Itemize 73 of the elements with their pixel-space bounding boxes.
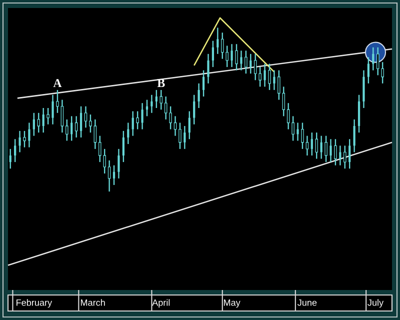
candlestick	[235, 43, 238, 71]
x-tick-label: March	[80, 299, 105, 306]
candlestick	[122, 130, 124, 163]
candlestick	[37, 112, 40, 134]
candlestick	[52, 94, 54, 125]
candlestick	[230, 43, 233, 68]
candlestick	[164, 96, 168, 120]
candlestick	[169, 106, 172, 130]
candlestick	[94, 118, 97, 150]
candlestick	[292, 116, 294, 142]
candlestick	[296, 122, 299, 142]
candlestick	[89, 114, 92, 134]
candlestick	[264, 63, 266, 88]
candlestick	[273, 70, 276, 91]
candlestick	[343, 145, 346, 170]
candlestick	[132, 110, 134, 136]
x-tick-label: February	[16, 299, 52, 308]
candlestick	[150, 94, 153, 114]
candlestick	[108, 160, 111, 192]
x-tick-label: July	[368, 299, 384, 308]
candlestick	[334, 138, 337, 166]
candlestick	[60, 99, 64, 134]
candlestick	[240, 50, 242, 71]
x-tick-label: June	[298, 299, 317, 306]
candlestick	[56, 89, 59, 114]
x-tick-label: May	[224, 299, 240, 308]
x-tick-label: April	[152, 299, 170, 308]
candlestick	[184, 125, 186, 150]
candlestick	[216, 27, 219, 55]
candlestick	[118, 148, 120, 180]
candlestick	[310, 132, 313, 156]
candlestick	[198, 82, 200, 109]
candlestick	[244, 50, 248, 74]
candlestick	[160, 89, 163, 110]
candlestick	[141, 102, 144, 130]
candlestick	[66, 118, 68, 142]
candlestick	[212, 40, 214, 68]
candlestick	[367, 56, 370, 84]
candlestick	[18, 130, 21, 153]
candlestick	[74, 116, 78, 138]
candlestick	[353, 118, 356, 153]
candlestick	[348, 138, 351, 170]
candlestick	[42, 107, 44, 134]
candlestick	[188, 110, 190, 140]
candlestick	[339, 145, 342, 166]
candlestick	[127, 122, 130, 145]
candlestick	[250, 53, 252, 74]
candlestick	[320, 135, 322, 160]
candlestick	[80, 106, 82, 138]
candlestick	[23, 130, 26, 148]
candlestick	[315, 132, 318, 160]
candlestick	[301, 122, 304, 150]
candlestick	[202, 70, 205, 98]
candlestick	[14, 138, 16, 163]
candlestick	[28, 122, 30, 148]
candlestick	[155, 89, 158, 109]
candlestick	[330, 138, 332, 163]
candlestick	[70, 116, 73, 142]
candlestick	[112, 164, 116, 186]
candlestick	[32, 112, 35, 136]
candlestick	[178, 122, 182, 150]
candlestick	[306, 135, 309, 156]
candlestick	[84, 106, 88, 128]
candlestick	[46, 107, 50, 125]
candlestick	[372, 46, 374, 71]
candlestick	[324, 135, 328, 163]
candlestick	[268, 63, 271, 91]
annotation: A	[53, 79, 62, 88]
candlestick	[9, 148, 12, 170]
candlestick	[136, 110, 139, 130]
candlestick	[193, 94, 196, 125]
candlestick	[207, 53, 210, 84]
annotation: B	[157, 79, 165, 88]
